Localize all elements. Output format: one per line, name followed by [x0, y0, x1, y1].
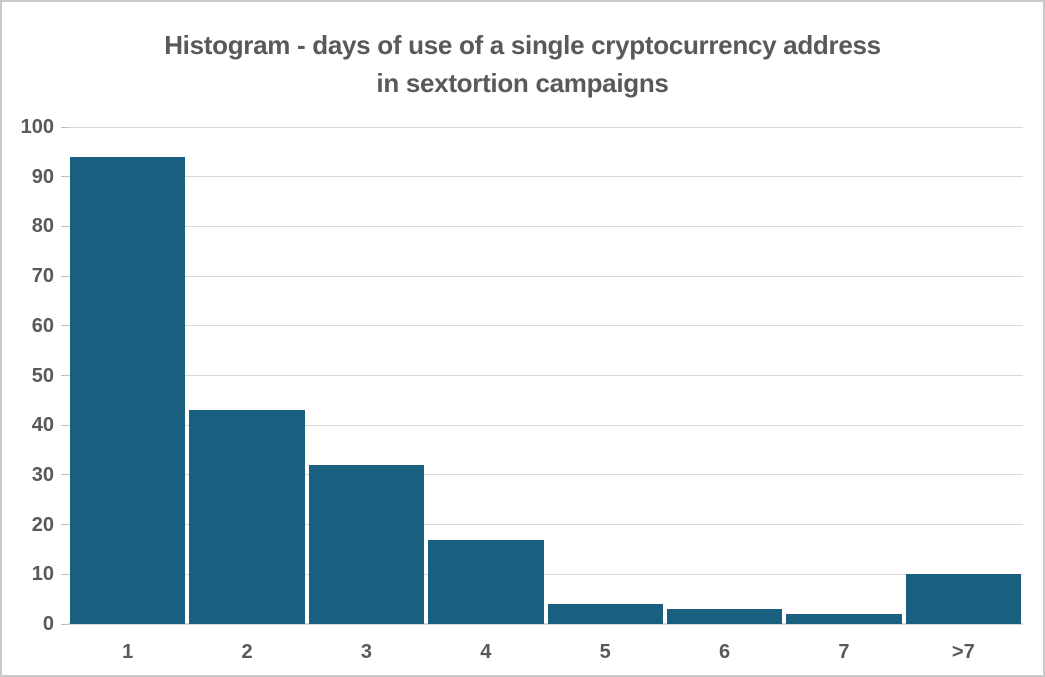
chart-title-line1: Histogram - days of use of a single cryp… — [164, 30, 881, 60]
gridline — [68, 225, 1023, 227]
y-axis-label: 50 — [31, 364, 54, 387]
gridline — [68, 474, 1023, 476]
y-axis-tick — [61, 275, 69, 277]
y-axis-tick — [61, 573, 69, 575]
x-axis-label: 5 — [599, 641, 611, 663]
x-axis-label: 3 — [360, 641, 372, 663]
y-axis-tick — [61, 176, 69, 178]
y-axis-label: 80 — [31, 215, 54, 238]
y-axis-tick — [61, 524, 69, 526]
x-axis-label: >7 — [951, 641, 975, 663]
y-axis-tick — [61, 225, 69, 227]
bar — [189, 410, 305, 624]
bar — [786, 614, 902, 624]
gridline — [68, 325, 1023, 327]
y-axis-label: 70 — [31, 265, 54, 288]
y-axis-label: 30 — [31, 463, 54, 486]
bar — [308, 464, 425, 624]
bar — [70, 156, 186, 624]
chart-title-line2: in sextortion campaigns — [376, 68, 669, 98]
x-axis-label: 7 — [838, 641, 850, 663]
bar — [905, 574, 1021, 624]
y-axis-tick — [61, 424, 69, 426]
gridline — [68, 524, 1023, 526]
y-axis-label: 40 — [31, 414, 54, 437]
gridline — [68, 573, 1023, 575]
gridline — [68, 176, 1023, 178]
y-axis-tick — [61, 325, 69, 327]
gridline — [68, 623, 1023, 625]
x-axis-label: 1 — [122, 641, 134, 663]
y-axis-label: 10 — [31, 563, 54, 586]
gridline — [68, 275, 1023, 277]
chart-title: Histogram - days of use of a single cryp… — [2, 26, 1043, 102]
bar — [428, 539, 544, 624]
bar — [547, 604, 663, 624]
x-axis-label: 2 — [241, 641, 253, 663]
bar — [666, 609, 783, 624]
y-axis-label: 0 — [42, 613, 54, 635]
x-axis-label: 6 — [719, 641, 731, 663]
y-axis-label: 90 — [31, 165, 54, 188]
y-axis-tick — [61, 623, 69, 625]
y-axis-label: 60 — [31, 314, 54, 337]
gridline — [68, 126, 1023, 128]
y-axis-label: 20 — [31, 513, 54, 536]
gridline — [68, 424, 1023, 426]
y-axis-tick — [61, 474, 69, 476]
y-axis-label: 100 — [20, 116, 54, 138]
gridline — [68, 375, 1023, 376]
y-axis-tick — [61, 126, 69, 128]
y-axis-tick — [61, 375, 69, 376]
x-axis-label: 4 — [480, 641, 492, 663]
